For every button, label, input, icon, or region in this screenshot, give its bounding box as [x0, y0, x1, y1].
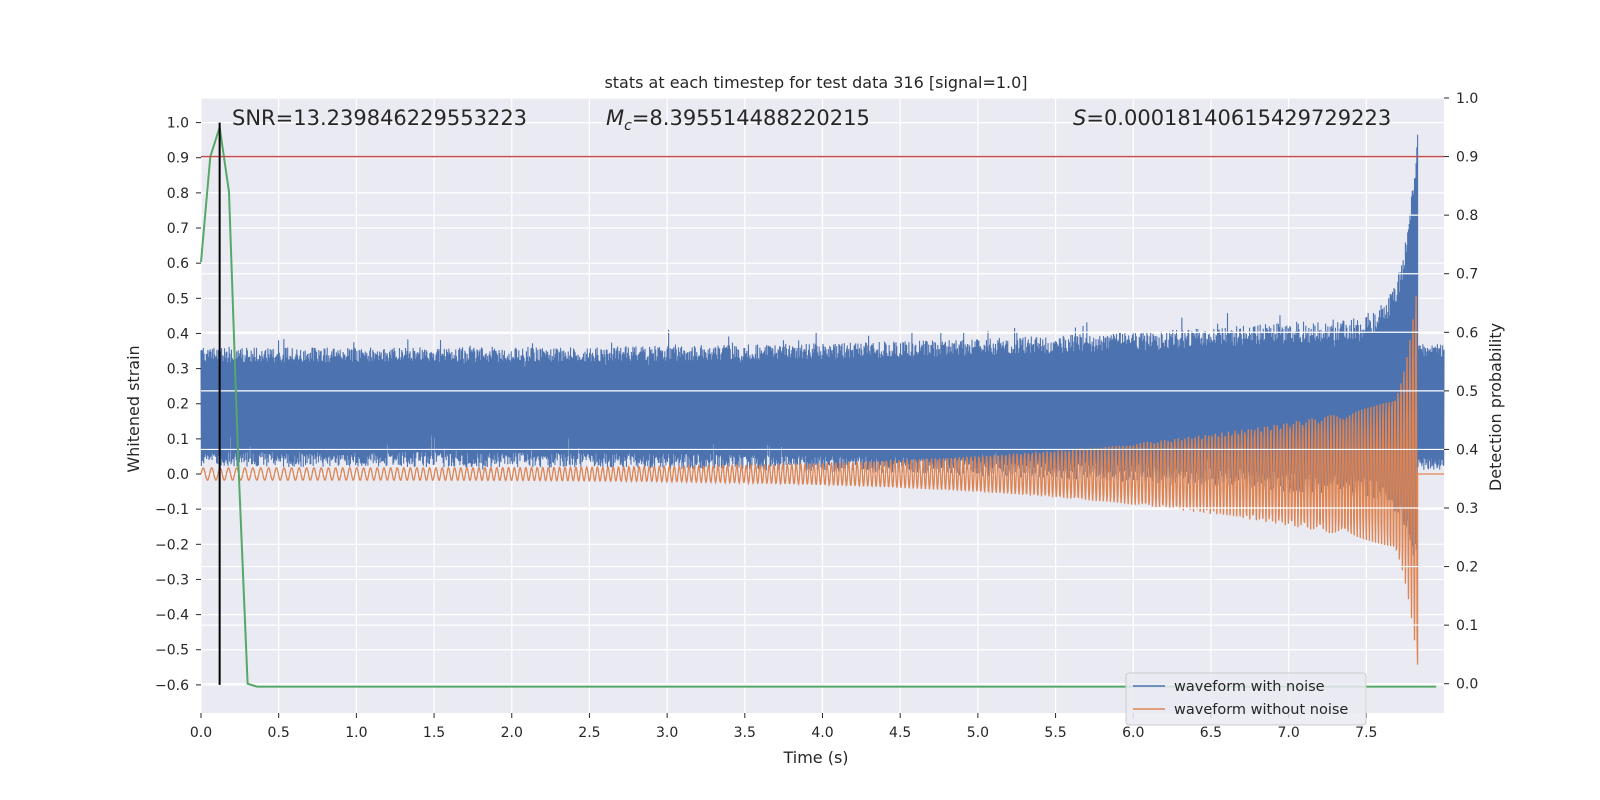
s-annotation: S=0.00018140615429729223 [1073, 106, 1391, 130]
x-tick-label: 3.0 [656, 725, 678, 741]
y2-tick-label: 0.7 [1456, 267, 1478, 283]
y2-tick-label: 0.8 [1456, 208, 1478, 224]
y2-axis-title: Detection probability [1486, 323, 1505, 491]
y-tick-label: 0.1 [167, 432, 189, 448]
y-tick-label: 0.2 [167, 397, 189, 413]
legend-box [1125, 672, 1367, 726]
chirp-mass-value: =8.395514488220215 [632, 106, 870, 130]
y-tick-label: 0.6 [167, 256, 189, 272]
y-tick-label: −0.1 [155, 502, 189, 518]
legend-label-noise: waveform with noise [1174, 679, 1325, 695]
x-tick-label: 3.5 [734, 725, 756, 741]
y-tick-label: 0.9 [167, 151, 189, 167]
x-tick-label: 4.0 [811, 725, 833, 741]
y2-tick-label: 0.1 [1456, 618, 1478, 634]
series-waveform-without-noise [200, 295, 1444, 665]
y-axis-title: Whitened strain [124, 345, 143, 472]
x-tick-label: 6.0 [1122, 725, 1144, 741]
x-tick-label: 2.5 [578, 725, 600, 741]
y-tick-label: −0.3 [155, 572, 189, 588]
x-tick-label: 7.0 [1277, 725, 1299, 741]
chirp-mass-subscript: c [624, 118, 632, 134]
y2-tick-label: 0.5 [1456, 384, 1478, 400]
y-tick-label: −0.5 [155, 643, 189, 659]
y2-tick-label: 0.3 [1456, 501, 1478, 517]
x-tick-label: 4.5 [889, 725, 911, 741]
y2-tick-label: 0.9 [1456, 150, 1478, 166]
y-tick-label: 0.5 [167, 291, 189, 307]
x-tick-label: 1.5 [423, 725, 445, 741]
series-waveform-with-noise [200, 134, 1445, 561]
y-tick-label: −0.2 [155, 537, 189, 553]
y2-tick-label: 0.2 [1456, 560, 1478, 576]
y-tick-label: 0.4 [167, 326, 189, 342]
y-tick-label: 0.7 [167, 221, 189, 237]
x-tick-label: 6.5 [1200, 725, 1222, 741]
snr-annotation: SNR=13.239846229553223 [232, 106, 527, 130]
x-tick-label: 5.0 [967, 725, 989, 741]
x-axis-title: Time (s) [782, 748, 848, 767]
y-tick-label: −0.6 [155, 678, 189, 694]
x-tick-label: 2.0 [501, 725, 523, 741]
y2-tick-label: 0.0 [1456, 677, 1478, 693]
x-tick-label: 0.0 [190, 725, 212, 741]
x-tick-label: 0.5 [268, 725, 290, 741]
y-tick-label: 0.0 [167, 467, 189, 483]
y-tick-label: 0.3 [167, 362, 189, 378]
y2-tick-label: 1.0 [1456, 91, 1478, 107]
s-value: =0.00018140615429729223 [1086, 106, 1391, 130]
legend-label-clean: waveform without noise [1174, 702, 1348, 718]
chirp-mass-annotation: Mc=8.395514488220215 [606, 106, 870, 134]
y2-tick-label: 0.4 [1456, 442, 1478, 458]
y-tick-label: 0.8 [167, 186, 189, 202]
y2-tick-label: 0.6 [1456, 325, 1478, 341]
s-symbol: S [1073, 106, 1086, 130]
y-tick-label: −0.4 [155, 608, 189, 624]
x-tick-label: 1.0 [345, 725, 367, 741]
chirp-mass-symbol: M [606, 106, 624, 130]
x-tick-label: 7.5 [1355, 725, 1377, 741]
y-tick-label: 1.0 [167, 116, 189, 132]
x-tick-label: 5.5 [1044, 725, 1066, 741]
legend: waveform with noise waveform without noi… [1125, 672, 1367, 726]
chart-title: stats at each timestep for test data 316… [604, 73, 1027, 92]
